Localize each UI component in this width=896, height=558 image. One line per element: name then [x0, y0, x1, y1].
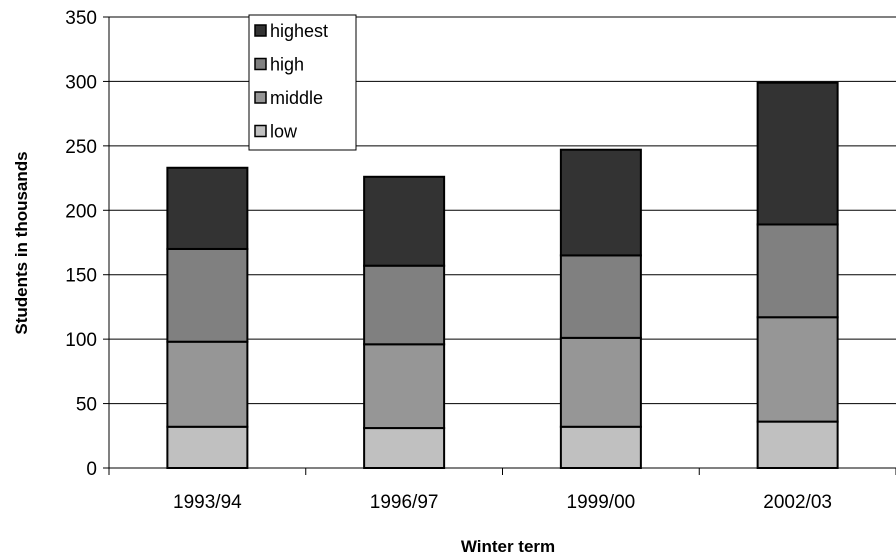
axes [108, 17, 896, 475]
legend-swatch-middle [254, 91, 267, 104]
bar-segment-low [756, 420, 839, 469]
bar-segment-middle [363, 343, 446, 430]
y-tick-label: 300 [65, 72, 97, 93]
y-tick-label: 350 [65, 8, 97, 29]
bar-segment-highest [756, 81, 839, 226]
x-tick-label: 1999/00 [567, 492, 636, 513]
legend-label-low: low [270, 122, 298, 142]
bar-segment-middle [756, 316, 839, 423]
legend: highest high middle low [248, 14, 357, 151]
bar-segment-high [166, 247, 249, 343]
legend-swatch-low [254, 124, 267, 138]
legend-label-high: high [270, 55, 304, 75]
bar-segment-highest [559, 148, 642, 257]
bar-segment-high [756, 223, 839, 319]
x-tick-label: 2002/03 [763, 492, 832, 513]
bar-segment-middle [166, 340, 249, 428]
bar-segment-high [363, 264, 446, 346]
y-tick-label: 0 [86, 459, 97, 480]
bar-segment-highest [363, 175, 446, 267]
y-tick-label: 100 [65, 330, 97, 351]
bar-segment-high [559, 254, 642, 339]
bar-segment-middle [559, 336, 642, 428]
bar-segment-low [166, 425, 249, 470]
y-tick-label: 200 [65, 201, 97, 222]
x-tick-labels: 1993/94 1996/97 1999/00 2002/03 [173, 492, 832, 513]
y-tick-labels: 0 50 100 150 200 250 300 350 [65, 8, 109, 480]
legend-label-highest: highest [270, 21, 328, 41]
legend-label-middle: middle [270, 88, 323, 108]
bars [166, 81, 839, 470]
x-axis-title: Winter term [461, 537, 555, 556]
x-tick-label: 1993/94 [173, 492, 242, 513]
legend-swatch-high [254, 57, 267, 71]
bar-segment-low [363, 427, 446, 470]
y-axis-title: Students in thousands [12, 151, 31, 334]
y-tick-label: 250 [65, 137, 97, 158]
bar-segment-low [559, 425, 642, 470]
legend-box [248, 14, 357, 151]
bar-segment-highest [166, 166, 249, 250]
y-tick-label: 50 [76, 395, 97, 416]
y-tick-label: 150 [65, 266, 97, 287]
legend-swatch-highest [254, 24, 267, 37]
x-tick-label: 1996/97 [370, 492, 439, 513]
